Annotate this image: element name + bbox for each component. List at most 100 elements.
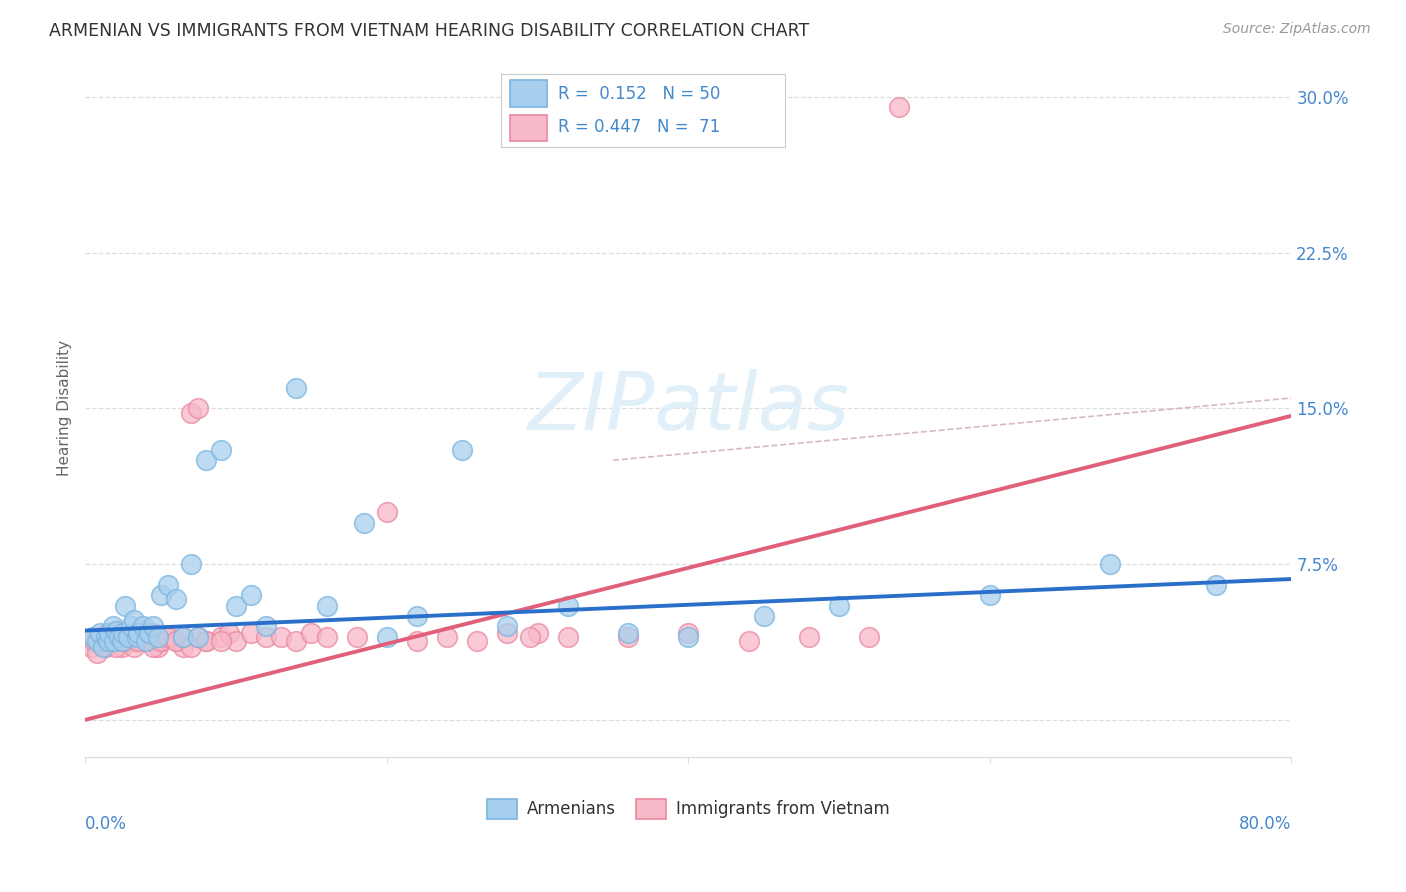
Point — [149, 588, 172, 602]
Point — [112, 625, 135, 640]
Point — [127, 625, 149, 640]
Point — [122, 640, 145, 654]
Text: Source: ZipAtlas.com: Source: ZipAtlas.com — [1223, 22, 1371, 37]
Text: 0.0%: 0.0% — [86, 815, 128, 833]
Point — [104, 640, 127, 654]
Point — [149, 634, 172, 648]
Legend: Armenians, Immigrants from Vietnam: Armenians, Immigrants from Vietnam — [481, 792, 897, 826]
Point — [112, 634, 135, 648]
Text: ZIPatlas: ZIPatlas — [527, 369, 849, 448]
Point — [737, 634, 759, 648]
Point — [117, 630, 139, 644]
Point — [209, 442, 232, 457]
Point — [125, 630, 148, 644]
Point — [254, 619, 277, 633]
Point — [285, 634, 308, 648]
Point — [127, 634, 149, 648]
Point — [103, 634, 125, 648]
Point — [406, 634, 429, 648]
Point — [617, 630, 640, 644]
Point — [138, 625, 160, 640]
Point — [254, 630, 277, 644]
Point — [436, 630, 458, 644]
Point — [110, 634, 132, 648]
Point — [142, 640, 165, 654]
Point — [131, 625, 153, 640]
Point — [86, 634, 108, 648]
Point — [93, 634, 115, 648]
Point — [979, 588, 1001, 602]
Point — [110, 640, 132, 654]
Point — [120, 634, 142, 648]
Point — [187, 401, 209, 416]
Point — [353, 516, 375, 530]
Point — [858, 630, 880, 644]
Point — [1099, 557, 1122, 571]
Point — [135, 630, 157, 644]
Point — [557, 630, 579, 644]
Point — [194, 453, 217, 467]
Text: 80.0%: 80.0% — [1239, 815, 1291, 833]
Point — [187, 630, 209, 644]
Point — [149, 634, 172, 648]
Point — [107, 630, 129, 644]
Point — [797, 630, 820, 644]
Point — [315, 599, 337, 613]
Point — [138, 634, 160, 648]
Point — [83, 634, 105, 648]
Point — [80, 640, 103, 654]
Point — [240, 588, 263, 602]
Point — [89, 625, 111, 640]
Point — [104, 625, 127, 640]
Point — [375, 505, 398, 519]
Point — [209, 630, 232, 644]
Point — [112, 634, 135, 648]
Point — [209, 634, 232, 648]
Point — [889, 100, 911, 114]
Point — [187, 630, 209, 644]
Point — [97, 625, 120, 640]
Point — [135, 634, 157, 648]
Point — [678, 630, 700, 644]
Point — [225, 634, 247, 648]
Point — [465, 634, 488, 648]
Point — [98, 625, 121, 640]
Point — [120, 630, 142, 644]
Point — [557, 599, 579, 613]
Point — [301, 625, 323, 640]
Point — [146, 630, 169, 644]
Point — [125, 630, 148, 644]
Point — [117, 630, 139, 644]
Point — [270, 630, 292, 644]
Point — [172, 640, 194, 654]
Point — [93, 640, 115, 654]
Point — [98, 630, 121, 644]
Point — [104, 624, 127, 638]
Point — [165, 634, 187, 648]
Point — [165, 592, 187, 607]
Point — [127, 634, 149, 648]
Point — [142, 625, 165, 640]
Point — [315, 630, 337, 644]
Y-axis label: Hearing Disability: Hearing Disability — [58, 341, 72, 476]
Point — [617, 625, 640, 640]
Point — [406, 609, 429, 624]
Point — [496, 619, 519, 633]
Point — [86, 646, 108, 660]
Point — [142, 619, 165, 633]
Point — [828, 599, 851, 613]
Point — [122, 613, 145, 627]
Point — [194, 634, 217, 648]
Point — [114, 599, 136, 613]
Point — [157, 578, 180, 592]
Point — [375, 630, 398, 644]
Point — [451, 442, 474, 457]
Point — [97, 634, 120, 648]
Point — [131, 619, 153, 633]
Point — [146, 640, 169, 654]
Point — [157, 630, 180, 644]
Point — [82, 630, 104, 644]
Point — [1205, 578, 1227, 592]
Point — [752, 609, 775, 624]
Point — [157, 630, 180, 644]
